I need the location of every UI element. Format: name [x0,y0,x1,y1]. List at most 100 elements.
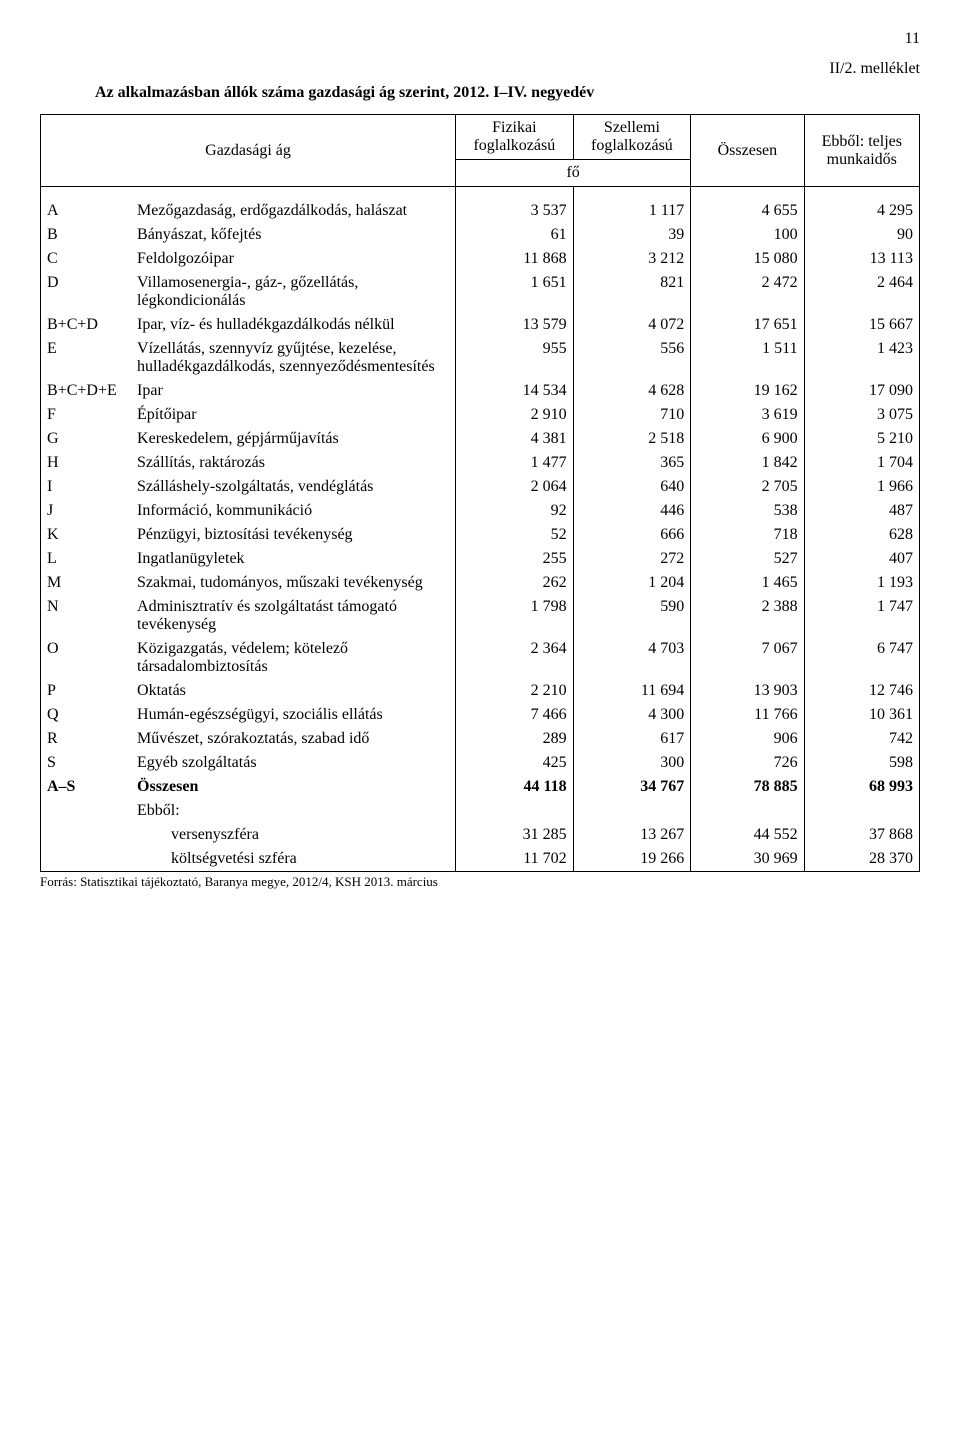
sub-row-name: költségvetési szféra [131,847,456,872]
spacer-row [41,187,920,200]
row-value: 1 204 [573,571,691,595]
table-row: NAdminisztratív és szolgáltatást támogat… [41,595,920,637]
row-value: 742 [804,727,919,751]
col-header-unit: fő [456,160,691,187]
row-name: Bányászat, kőfejtés [131,223,456,247]
row-value: 666 [573,523,691,547]
row-name: Építőipar [131,403,456,427]
col-header-osszesen: Összesen [691,115,804,187]
row-value: 1 423 [804,337,919,379]
row-name: Egyéb szolgáltatás [131,751,456,775]
row-code: N [41,595,132,637]
row-value: 6 900 [691,427,804,451]
sub-row-value: 19 266 [573,847,691,872]
col-header-ebbol: Ebből: teljes munkaidős [804,115,919,187]
table-header: Gazdasági ág Fizikai foglalkozású Szelle… [41,115,920,187]
row-name: Szakmai, tudományos, műszaki tevékenység [131,571,456,595]
row-value: 100 [691,223,804,247]
total-code: A–S [41,775,132,799]
sub-row-name: versenyszféra [131,823,456,847]
total-value: 44 118 [456,775,574,799]
row-value: 2 910 [456,403,574,427]
row-value: 590 [573,595,691,637]
row-value: 617 [573,727,691,751]
row-value: 300 [573,751,691,775]
row-name: Mezőgazdaság, erdőgazdálkodás, halászat [131,199,456,223]
row-value: 7 466 [456,703,574,727]
ebbol-label: Ebből: [131,799,456,823]
sub-row: versenyszféra31 28513 26744 55237 868 [41,823,920,847]
row-value: 1 477 [456,451,574,475]
row-value: 13 579 [456,313,574,337]
row-code: B+C+D [41,313,132,337]
col-header-szellemi: Szellemi foglalkozású [573,115,691,160]
row-value: 4 703 [573,637,691,679]
col-header-fizikai: Fizikai foglalkozású [456,115,574,160]
table-row: HSzállítás, raktározás1 4773651 8421 704 [41,451,920,475]
row-value: 4 300 [573,703,691,727]
row-code: B+C+D+E [41,379,132,403]
total-row: A–SÖsszesen44 11834 76778 88568 993 [41,775,920,799]
ebbol-row: Ebből: [41,799,920,823]
row-value: 1 966 [804,475,919,499]
row-value: 11 868 [456,247,574,271]
row-value: 4 295 [804,199,919,223]
table-row: LIngatlanügyletek255272527407 [41,547,920,571]
row-name: Közigazgatás, védelem; kötelező társadal… [131,637,456,679]
row-value: 527 [691,547,804,571]
row-value: 15 667 [804,313,919,337]
total-value: 68 993 [804,775,919,799]
row-value: 4 628 [573,379,691,403]
table-row: ISzálláshely-szolgáltatás, vendéglátás2 … [41,475,920,499]
table-row: FÉpítőipar2 9107103 6193 075 [41,403,920,427]
row-name: Szállítás, raktározás [131,451,456,475]
row-code: Q [41,703,132,727]
table-row: QHumán-egészségügyi, szociális ellátás7 … [41,703,920,727]
sub-row-value: 44 552 [691,823,804,847]
row-value: 4 655 [691,199,804,223]
row-value: 3 619 [691,403,804,427]
table-row: RMűvészet, szórakoztatás, szabad idő2896… [41,727,920,751]
row-value: 262 [456,571,574,595]
row-code: B [41,223,132,247]
row-value: 1 842 [691,451,804,475]
row-value: 1 193 [804,571,919,595]
table-row: JInformáció, kommunikáció92446538487 [41,499,920,523]
row-value: 2 472 [691,271,804,313]
row-value: 3 075 [804,403,919,427]
table-row: CFeldolgozóipar11 8683 21215 08013 113 [41,247,920,271]
row-value: 11 694 [573,679,691,703]
row-value: 255 [456,547,574,571]
row-value: 4 381 [456,427,574,451]
row-code: I [41,475,132,499]
table-row: B+C+D+EIpar14 5344 62819 16217 090 [41,379,920,403]
row-value: 726 [691,751,804,775]
row-name: Ipar, víz- és hulladékgazdálkodás nélkül [131,313,456,337]
table-row: POktatás2 21011 69413 90312 746 [41,679,920,703]
row-value: 598 [804,751,919,775]
row-code: G [41,427,132,451]
row-code: E [41,337,132,379]
total-value: 34 767 [573,775,691,799]
row-value: 92 [456,499,574,523]
sub-row-value: 30 969 [691,847,804,872]
row-code: D [41,271,132,313]
row-value: 10 361 [804,703,919,727]
row-name: Vízellátás, szennyvíz gyűjtése, kezelése… [131,337,456,379]
row-value: 1 798 [456,595,574,637]
row-code: A [41,199,132,223]
row-value: 14 534 [456,379,574,403]
row-value: 12 746 [804,679,919,703]
row-code: C [41,247,132,271]
row-name: Feldolgozóipar [131,247,456,271]
row-value: 640 [573,475,691,499]
row-value: 906 [691,727,804,751]
row-code: P [41,679,132,703]
row-code: S [41,751,132,775]
data-table: Gazdasági ág Fizikai foglalkozású Szelle… [40,114,920,872]
table-row: EVízellátás, szennyvíz gyűjtése, kezelés… [41,337,920,379]
row-value: 718 [691,523,804,547]
row-name: Pénzügyi, biztosítási tevékenység [131,523,456,547]
row-code: L [41,547,132,571]
row-value: 2 210 [456,679,574,703]
